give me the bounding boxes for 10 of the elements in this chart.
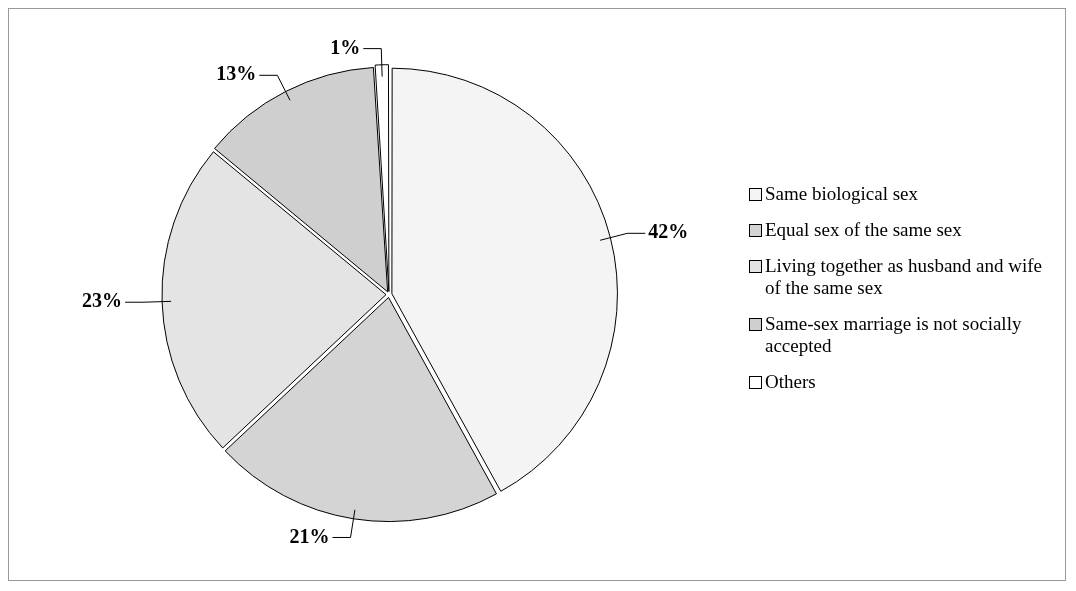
legend-label: Equal sex of the same sex xyxy=(765,218,962,241)
legend-label: Living together as husband and wife of the same sex xyxy=(765,254,1043,299)
data-label: 21% xyxy=(289,524,330,547)
data-label: 23% xyxy=(82,289,123,312)
data-label: 13% xyxy=(216,62,257,85)
legend-label: Others xyxy=(765,370,816,393)
legend-label: Same-sex marriage is not socially accepted xyxy=(765,312,1023,357)
legend-label: Same biological sex xyxy=(765,182,919,205)
data-label: 1% xyxy=(330,35,361,58)
data-label: 42% xyxy=(648,220,689,243)
